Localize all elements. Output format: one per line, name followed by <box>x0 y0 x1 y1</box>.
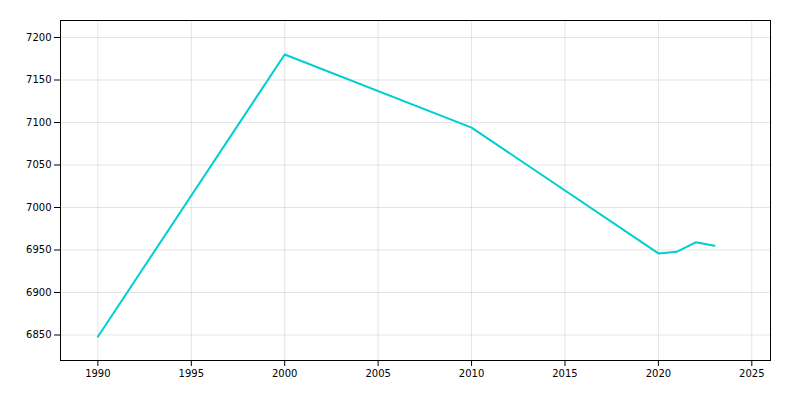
svg-text:7200: 7200 <box>26 32 51 43</box>
svg-text:6950: 6950 <box>26 244 51 255</box>
svg-text:2015: 2015 <box>552 368 577 379</box>
svg-text:2010: 2010 <box>459 368 484 379</box>
svg-text:6850: 6850 <box>26 329 51 340</box>
svg-text:2020: 2020 <box>646 368 671 379</box>
svg-text:7150: 7150 <box>26 74 51 85</box>
svg-text:2005: 2005 <box>365 368 390 379</box>
svg-text:1990: 1990 <box>85 368 110 379</box>
svg-text:7000: 7000 <box>26 202 51 213</box>
svg-text:2000: 2000 <box>272 368 297 379</box>
svg-text:7050: 7050 <box>26 159 51 170</box>
svg-text:2025: 2025 <box>739 368 764 379</box>
svg-text:1995: 1995 <box>179 368 204 379</box>
svg-text:6900: 6900 <box>26 287 51 298</box>
svg-text:7100: 7100 <box>26 117 51 128</box>
